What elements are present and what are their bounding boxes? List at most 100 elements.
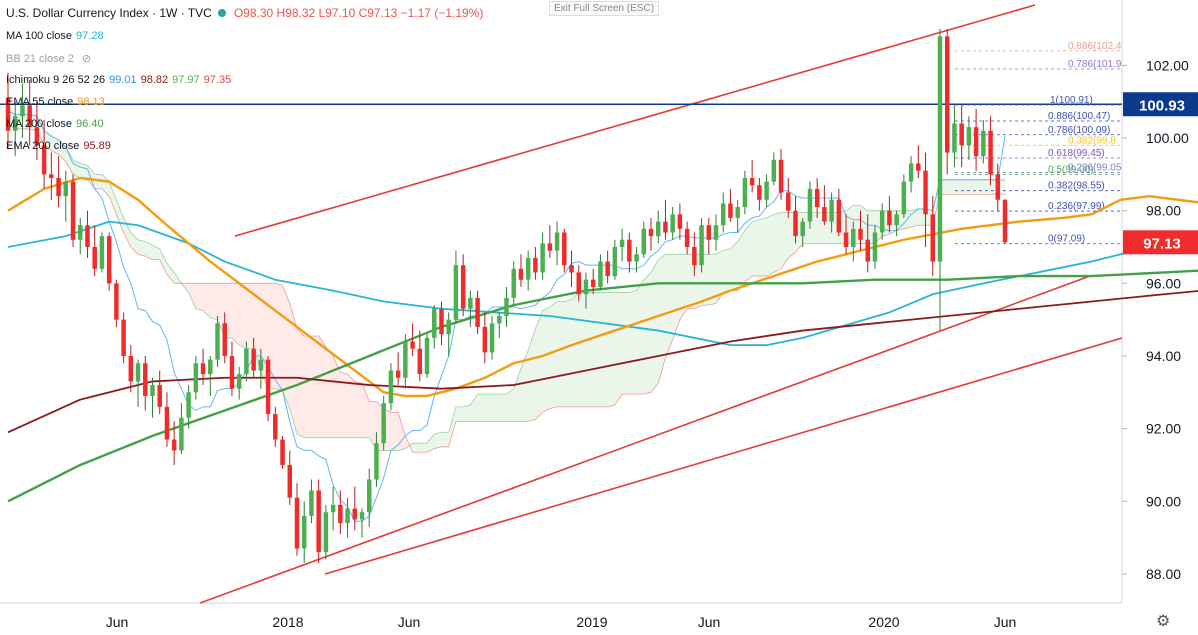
indicator-ichimoku[interactable]: Ichimoku 9 26 52 26 99.01 98.82 97.97 97.35 — [6, 74, 231, 86]
candle-body — [236, 374, 242, 389]
price-axis-labels: 100.93 97.13 — [1123, 92, 1198, 255]
candle-body — [670, 214, 675, 233]
candle-body — [179, 417, 184, 451]
candle-body — [85, 225, 90, 248]
cloud-segment — [51, 136, 59, 155]
candle-body — [879, 210, 885, 233]
candle-body — [338, 504, 343, 524]
eye-off-icon[interactable]: ⊘ — [81, 53, 92, 65]
cloud-segment — [658, 254, 666, 384]
candle-body — [619, 239, 625, 248]
cloud-segment — [304, 336, 312, 438]
fibonacci-levels: 0.886(102.4 0.786(101.9 1(100.91) 0.886(100… — [955, 41, 1122, 245]
candle-body — [294, 497, 300, 549]
cloud-segment — [419, 443, 428, 453]
candle-body — [417, 348, 423, 375]
candle-body — [908, 163, 914, 182]
candle-body — [251, 348, 256, 371]
candle-body — [720, 203, 726, 226]
candle-body — [887, 210, 892, 226]
cloud-segment — [961, 179, 969, 195]
candle-body — [200, 363, 206, 375]
candle-body — [489, 323, 495, 353]
indicator-bb21[interactable]: BB 21 close 2 ⊘ — [6, 52, 91, 65]
candle-body — [395, 370, 401, 378]
candle-body — [114, 283, 119, 320]
candle-body — [749, 177, 755, 186]
indicator-value: 98.13 — [77, 96, 105, 108]
candle-body — [432, 308, 437, 338]
indicator-label: BB 21 close 2 — [6, 53, 74, 65]
price-tick-label: 92.00 — [1146, 421, 1181, 437]
fib-level-label: 0.5(99.00) — [1048, 164, 1094, 175]
candle-body — [475, 297, 480, 327]
candle-body — [778, 159, 784, 193]
exit-fullscreen-button[interactable]: Exit Full Screen (ESC) — [549, 1, 660, 16]
candle-body — [121, 319, 126, 356]
candle-body — [605, 261, 610, 277]
candle-body — [208, 359, 213, 375]
candle-body — [944, 36, 950, 153]
time-tick-label: 2019 — [576, 614, 607, 630]
cloud-segment — [311, 336, 319, 438]
cloud-segment — [492, 394, 500, 422]
candle-body — [143, 363, 148, 396]
cloud-segment — [484, 394, 493, 422]
indicator-value: 95.89 — [83, 140, 111, 152]
candle-body — [843, 232, 849, 248]
cloud-segment — [275, 283, 283, 391]
candle-body — [699, 225, 704, 266]
cloud-segment — [58, 139, 66, 162]
indicator-ma100[interactable]: MA 100 close 97.28 — [6, 30, 104, 42]
gear-icon[interactable]: ⚙ — [1156, 613, 1171, 630]
candle-body — [150, 385, 155, 396]
cloud-segment — [730, 241, 738, 291]
channel-support-line — [324, 337, 1123, 575]
cloud-segment — [585, 292, 594, 407]
cloud-segment — [506, 388, 514, 422]
candle-body — [959, 123, 964, 146]
candle-body — [728, 203, 733, 218]
candle-body — [193, 363, 199, 393]
candle-body — [540, 243, 545, 273]
indicator-ema200[interactable]: EMA 200 close 95.89 — [6, 140, 111, 152]
candle-body — [345, 508, 350, 524]
candle-body — [829, 199, 834, 222]
candle-body — [244, 348, 249, 375]
candle-body — [70, 181, 76, 240]
candle-body — [952, 123, 957, 153]
candle-body — [280, 439, 285, 465]
cloud-segment — [203, 283, 211, 318]
cloud-segment — [289, 303, 297, 435]
fib-level-label: 0.236(99.05 — [1068, 163, 1122, 174]
cloud-segment — [325, 346, 334, 438]
cloud-segment — [231, 283, 240, 346]
candle-body — [20, 105, 25, 117]
candle-body — [988, 130, 993, 175]
indicator-ma200[interactable]: MA 200 close 96.40 — [6, 118, 104, 130]
last-price-text: 97.13 — [1143, 235, 1181, 252]
candle-body — [301, 515, 307, 549]
candle-body — [648, 228, 654, 237]
candle-body — [612, 247, 618, 277]
candle-body — [807, 188, 813, 222]
cloud-segment — [968, 179, 977, 195]
candle-body — [359, 512, 365, 520]
cloud-segment — [513, 368, 521, 422]
channel-upper-line — [234, 4, 1036, 237]
candle-body — [800, 221, 805, 237]
candle-body — [590, 279, 596, 287]
channel-lower-line — [199, 275, 1091, 604]
chart-header: U.S. Dollar Currency Index · 1W · TVC O98… — [6, 6, 483, 20]
candle-body — [316, 490, 321, 553]
cloud-segment — [166, 263, 175, 284]
fib-level-label: 0.382(99.8 — [1068, 135, 1116, 146]
indicator-ema55[interactable]: EMA 55 close 98.13 — [6, 96, 105, 108]
indicator-label: MA 100 close — [6, 30, 73, 42]
candle-body — [576, 272, 581, 295]
candle-body — [533, 257, 538, 273]
cloud-segment — [976, 179, 984, 195]
cloud-segment — [781, 212, 789, 269]
fib-level-label: 0.236(97.99) — [1048, 201, 1105, 212]
